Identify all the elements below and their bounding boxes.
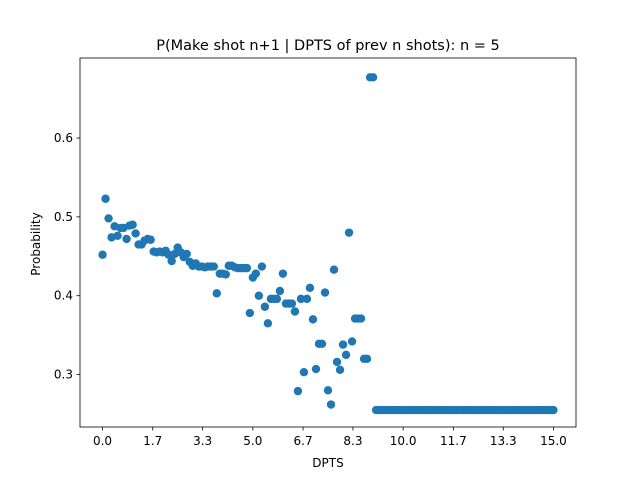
- data-point-63: [287, 299, 297, 308]
- data-point-10: [128, 220, 137, 229]
- data-point-53: [257, 262, 267, 271]
- y-tick-label-1: 0.4: [54, 289, 73, 303]
- data-point-83: [347, 337, 357, 346]
- data-point-16: [146, 235, 155, 244]
- data-point-59: [275, 286, 285, 296]
- x-tick-label-9: 15.0: [540, 434, 567, 448]
- data-point-68: [302, 294, 312, 304]
- axes: 0.0 1.7 3.3 5.0 6.7 8.3 10.0 11.7 13.3 15.0 0.3 0.4…: [54, 57, 577, 448]
- data-point-69: [305, 283, 315, 293]
- data-point-65: [293, 386, 303, 396]
- data-point-1: [101, 194, 110, 203]
- data-point-49: [245, 308, 255, 318]
- x-tick-label-3: 5.0: [243, 434, 262, 448]
- x-tick-label-8: 13.3: [490, 434, 517, 448]
- y-tick-label-3: 0.6: [54, 131, 73, 145]
- data-point-54: [260, 302, 270, 311]
- data-point-150: [549, 405, 558, 415]
- x-tick-label-5: 8.3: [343, 434, 362, 448]
- data-point-78: [332, 357, 342, 367]
- data-point-11: [131, 229, 140, 238]
- data-point-64: [290, 307, 300, 316]
- data-point-66: [296, 294, 306, 304]
- y-tick-label-0: 0.3: [54, 368, 73, 382]
- data-point-5: [113, 231, 122, 240]
- data-point-88: [362, 354, 372, 363]
- data-point-90: [368, 73, 378, 82]
- data-point-41: [221, 270, 230, 279]
- data-point-81: [341, 350, 351, 360]
- data-point-48: [242, 263, 252, 273]
- data-point-2: [104, 214, 113, 223]
- chart-title: P(Make shot n+1 | DPTS of prev n shots):…: [156, 38, 500, 54]
- data-point-70: [308, 315, 318, 324]
- x-tick-label-1: 1.7: [143, 434, 162, 448]
- data-point-28: [182, 249, 191, 259]
- x-tick-label-4: 6.7: [294, 434, 313, 448]
- data-point-74: [320, 288, 330, 297]
- data-point-75: [323, 386, 333, 395]
- data-point-38: [212, 289, 221, 298]
- y-axis-label: Probability: [29, 212, 43, 275]
- y-tick-label-2: 0.5: [54, 210, 73, 224]
- data-point-58: [272, 294, 282, 304]
- data-point-77: [329, 265, 339, 274]
- data-points: [98, 73, 558, 415]
- x-tick-label-7: 11.7: [440, 434, 467, 448]
- data-point-23: [167, 256, 176, 266]
- data-point-55: [263, 319, 273, 328]
- data-point-76: [326, 400, 336, 409]
- data-point-86: [356, 314, 366, 323]
- data-point-51: [251, 269, 261, 278]
- data-point-67: [299, 368, 309, 377]
- x-axis-label: DPTS: [312, 456, 343, 470]
- data-point-82: [344, 228, 354, 237]
- data-point-73: [317, 339, 327, 349]
- data-point-79: [335, 365, 345, 375]
- data-point-0: [98, 250, 107, 259]
- x-tick-label-0: 0.0: [93, 434, 112, 448]
- data-point-80: [338, 340, 348, 349]
- data-point-37: [209, 262, 218, 271]
- x-tick-label-6: 10.0: [390, 434, 417, 448]
- data-point-71: [311, 364, 321, 374]
- data-point-52: [254, 291, 264, 300]
- x-tick-label-2: 3.3: [193, 434, 212, 448]
- data-point-8: [122, 234, 131, 244]
- plot-frame: [79, 57, 577, 428]
- data-point-60: [278, 269, 288, 278]
